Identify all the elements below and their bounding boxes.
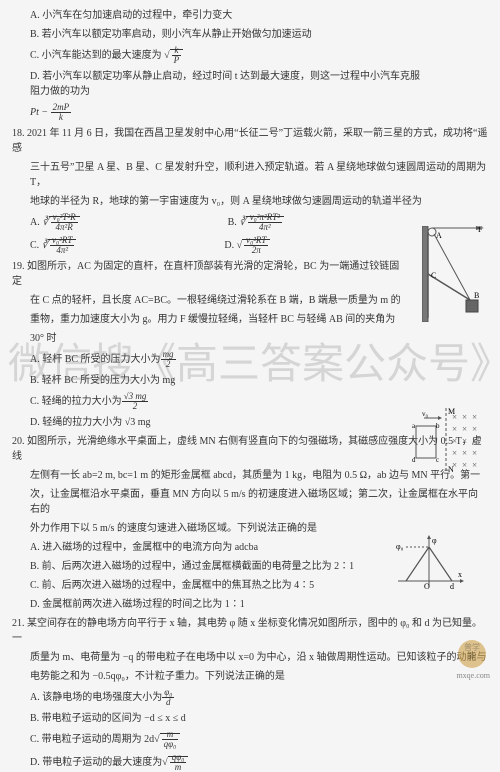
svg-text:c: c (436, 456, 439, 464)
svg-text:C: C (431, 271, 436, 280)
svg-text:×: × (452, 412, 457, 422)
q20-opt-a: A. 进入磁场的过程中，金属框中的电流方向为 adcba (30, 540, 420, 555)
figure-q19: F A B C (422, 226, 486, 322)
q20-opt-b: B. 前、后两次进入磁场的过程中，通过金属框横截面的电荷量之比为 2∶1 (30, 559, 420, 574)
svg-text:φ₀: φ₀ (396, 542, 404, 551)
q18-stem-2: 三十五号”卫星 A 星、B 星、C 星发射升空，顺利进入预定轨道。若 A 星绕地… (30, 160, 488, 190)
figure-q20: M N a b c d v₀ ××× ××× ××× ××× ××× (410, 406, 486, 476)
svg-text:v₀: v₀ (422, 410, 429, 418)
q17-opt-a: A. 小汽车在匀加速启动的过程中，牵引力变大 (30, 8, 488, 23)
site-url: mxqe.com (456, 671, 490, 680)
svg-text:O: O (424, 582, 430, 591)
q21-opt-c: C. 带电粒子运动的周期为 2d√mqφ₀ (30, 730, 488, 749)
svg-text:×: × (462, 424, 467, 434)
q19-opt-b: B. 轻杆 BC 所受的压力大小为 mg (30, 373, 488, 388)
q18-opt-a: A. ∛v₀²T²R4π²R (30, 213, 80, 232)
q17-opt-d: D. 若小汽车以额定功率从静止启动，经过时间 t 达到最大速度，则这一过程中小汽… (30, 69, 420, 99)
q17-c-expr: √kP (164, 49, 183, 61)
svg-text:×: × (452, 448, 457, 458)
q20-opt-d: D. 金属框前两次进入磁场过程的时间之比为 1∶1 (30, 597, 420, 612)
q21-opt-b: B. 带电粒子运动的区间为 −d ≤ x ≤ d (30, 711, 488, 726)
svg-text:b: b (436, 422, 440, 430)
q18-opt-d: D. √v₀²RT2π (224, 236, 270, 255)
svg-text:B: B (474, 291, 479, 300)
q19-stem-3: 重物，重力加速度大小为 g。用力 F 缓慢拉轻绳，当轻杆 BC 与轻绳 AB 间… (30, 312, 420, 327)
svg-text:a: a (412, 422, 416, 430)
svg-text:×: × (462, 412, 467, 422)
q18-opts-cd: C. ∛v₀²RT4π² D. √v₀²RT2π (30, 236, 488, 255)
svg-text:×: × (472, 424, 477, 434)
q17-d-expr: Pt − 2mPk (30, 103, 488, 122)
q18-opt-c: C. ∛v₀²RT4π² (30, 236, 76, 255)
svg-text:×: × (452, 436, 457, 446)
svg-text:d: d (450, 582, 454, 591)
q21-opt-d: D. 带电粒子运动的最大速度为√qφ₀m (30, 753, 488, 772)
q18-stem-3: 地球的半径为 R，地球的第一宇宙速度为 v₀，则 A 星绕地球做匀速圆周运动的轨… (30, 194, 488, 209)
svg-text:×: × (472, 448, 477, 458)
svg-text:×: × (472, 436, 477, 446)
site-logo: 普学网 (458, 640, 486, 668)
q20-stem-3: 次，让金属框沿水平桌面，垂直 MN 方向以 5 m/s 的初速度进入磁场区域；第… (30, 487, 488, 517)
q17-opt-b: B. 若小汽车以额定功率启动，则小汽车从静止开始做匀加速运动 (30, 27, 488, 42)
svg-text:F: F (478, 226, 483, 234)
svg-text:×: × (452, 424, 457, 434)
q17-c-text: C. 小汽车能达到的最大速度为 (30, 50, 162, 61)
q18-stem-1: 18. 2021 年 11 月 6 日，我国在西昌卫星发射中心用“长征二号”丁运… (12, 126, 488, 156)
svg-text:d: d (412, 456, 416, 464)
svg-text:×: × (462, 460, 467, 470)
q19-opt-a: A. 轻杆 BC 所受的压力大小为mg2 (30, 350, 488, 369)
q21-opt-a: A. 该静电场的电场强度大小为φ₀d (30, 688, 488, 707)
q19-stem-2: 在 C 点的轻杆，且长度 AC=BC。一根轻绳绕过滑轮系在 B 端，B 端悬一质… (30, 293, 420, 308)
q18-opts-ab: A. ∛v₀²T²R4π²R B. ∛v₀²π²RT²4π² (30, 213, 488, 232)
q21-stem-1: 21. 某空间存在的静电场方向平行于 x 轴，其电势 φ 随 x 坐标变化情况如… (12, 616, 488, 646)
q17-opt-c: C. 小汽车能达到的最大速度为 √kP (30, 46, 488, 65)
svg-text:×: × (472, 412, 477, 422)
svg-text:×: × (472, 460, 477, 470)
q20-opt-c: C. 前、后两次进入磁场的过程中，金属框中的焦耳热之比为 4∶5 (30, 578, 420, 593)
q19-stem-1: 19. 如图所示，AC 为固定的直杆，在直杆顶部装有光滑的定滑轮，BC 为一端通… (12, 259, 402, 289)
svg-text:x: x (458, 570, 462, 579)
svg-text:×: × (462, 436, 467, 446)
svg-text:×: × (452, 460, 457, 470)
q20-stem-4: 外力作用下以 5 m/s 的速度匀速进入磁场区域。下列说法正确的是 (30, 521, 488, 536)
figure-q21: φ φ₀ O d x (394, 535, 464, 595)
svg-text:φ: φ (432, 536, 437, 545)
svg-text:×: × (462, 448, 467, 458)
q21-stem-2: 质量为 m、电荷量为 −q 的带电粒子在电场中以 x=0 为中心，沿 x 轴做周… (30, 650, 488, 665)
q19-stem-4: 30° 时 (30, 331, 420, 346)
q18-opt-b: B. ∛v₀²π²RT²4π² (228, 213, 284, 232)
svg-text:A: A (436, 231, 442, 240)
